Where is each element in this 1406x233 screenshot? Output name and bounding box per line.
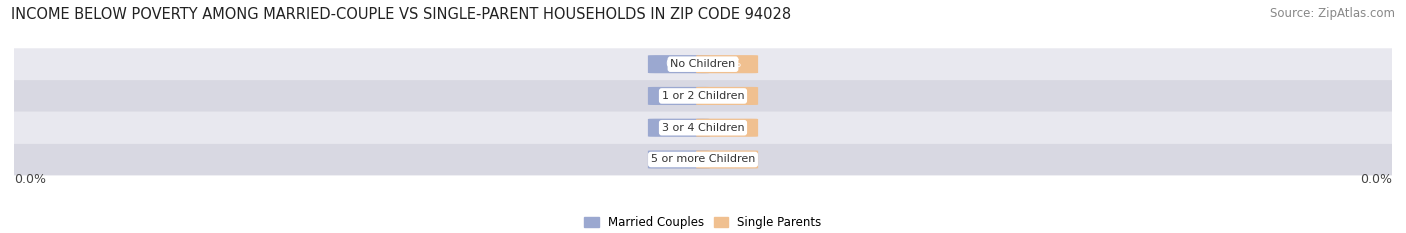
FancyBboxPatch shape	[648, 151, 710, 168]
Text: 0.0%: 0.0%	[665, 123, 693, 133]
Text: 3 or 4 Children: 3 or 4 Children	[662, 123, 744, 133]
FancyBboxPatch shape	[0, 80, 1406, 112]
Text: INCOME BELOW POVERTY AMONG MARRIED-COUPLE VS SINGLE-PARENT HOUSEHOLDS IN ZIP COD: INCOME BELOW POVERTY AMONG MARRIED-COUPL…	[11, 7, 792, 22]
FancyBboxPatch shape	[696, 55, 758, 73]
FancyBboxPatch shape	[0, 48, 1406, 80]
Text: 1 or 2 Children: 1 or 2 Children	[662, 91, 744, 101]
Text: 0.0%: 0.0%	[665, 91, 693, 101]
FancyBboxPatch shape	[648, 55, 710, 73]
Text: 0.0%: 0.0%	[1360, 173, 1392, 186]
FancyBboxPatch shape	[0, 144, 1406, 175]
Legend: Married Couples, Single Parents: Married Couples, Single Parents	[585, 216, 821, 229]
Text: No Children: No Children	[671, 59, 735, 69]
FancyBboxPatch shape	[696, 87, 758, 105]
Text: 0.0%: 0.0%	[665, 154, 693, 164]
FancyBboxPatch shape	[648, 119, 710, 137]
FancyBboxPatch shape	[648, 87, 710, 105]
Text: 0.0%: 0.0%	[713, 154, 741, 164]
FancyBboxPatch shape	[0, 112, 1406, 144]
Text: 5 or more Children: 5 or more Children	[651, 154, 755, 164]
Text: 0.0%: 0.0%	[713, 123, 741, 133]
Text: 0.0%: 0.0%	[713, 59, 741, 69]
Text: 0.0%: 0.0%	[14, 173, 46, 186]
FancyBboxPatch shape	[696, 119, 758, 137]
FancyBboxPatch shape	[696, 151, 758, 168]
Text: 0.0%: 0.0%	[665, 59, 693, 69]
Text: 0.0%: 0.0%	[713, 91, 741, 101]
Text: Source: ZipAtlas.com: Source: ZipAtlas.com	[1270, 7, 1395, 20]
